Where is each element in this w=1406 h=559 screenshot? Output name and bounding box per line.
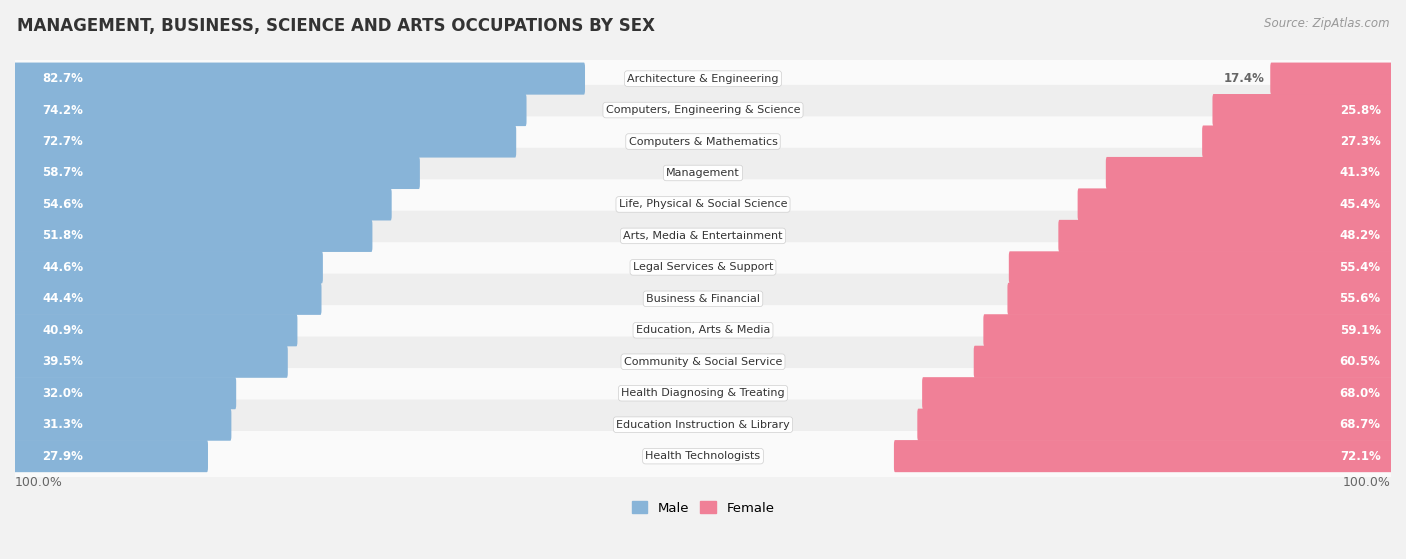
Text: Computers & Mathematics: Computers & Mathematics bbox=[628, 136, 778, 146]
Text: Legal Services & Support: Legal Services & Support bbox=[633, 262, 773, 272]
FancyBboxPatch shape bbox=[13, 431, 1393, 481]
Text: Arts, Media & Entertainment: Arts, Media & Entertainment bbox=[623, 231, 783, 241]
Text: 25.8%: 25.8% bbox=[1340, 103, 1381, 117]
Text: Life, Physical & Social Science: Life, Physical & Social Science bbox=[619, 200, 787, 210]
FancyBboxPatch shape bbox=[1107, 157, 1392, 189]
FancyBboxPatch shape bbox=[14, 345, 288, 378]
FancyBboxPatch shape bbox=[13, 400, 1393, 450]
Text: Education Instruction & Library: Education Instruction & Library bbox=[616, 420, 790, 430]
Text: 45.4%: 45.4% bbox=[1340, 198, 1381, 211]
FancyBboxPatch shape bbox=[13, 305, 1393, 356]
FancyBboxPatch shape bbox=[14, 220, 373, 252]
FancyBboxPatch shape bbox=[1077, 188, 1392, 220]
Text: 17.4%: 17.4% bbox=[1223, 72, 1264, 85]
FancyBboxPatch shape bbox=[14, 409, 232, 440]
FancyBboxPatch shape bbox=[13, 211, 1393, 261]
Text: 100.0%: 100.0% bbox=[15, 476, 63, 489]
Text: Computers, Engineering & Science: Computers, Engineering & Science bbox=[606, 105, 800, 115]
Text: 39.5%: 39.5% bbox=[42, 356, 83, 368]
Text: 32.0%: 32.0% bbox=[42, 387, 83, 400]
FancyBboxPatch shape bbox=[917, 409, 1392, 440]
Text: 59.1%: 59.1% bbox=[1340, 324, 1381, 337]
Text: 72.7%: 72.7% bbox=[42, 135, 83, 148]
Text: 72.1%: 72.1% bbox=[1340, 449, 1381, 463]
Text: 44.4%: 44.4% bbox=[42, 292, 83, 305]
Legend: Male, Female: Male, Female bbox=[626, 496, 780, 520]
FancyBboxPatch shape bbox=[922, 377, 1392, 409]
FancyBboxPatch shape bbox=[894, 440, 1392, 472]
FancyBboxPatch shape bbox=[13, 116, 1393, 167]
FancyBboxPatch shape bbox=[974, 345, 1392, 378]
FancyBboxPatch shape bbox=[14, 63, 585, 94]
FancyBboxPatch shape bbox=[14, 377, 236, 409]
Text: MANAGEMENT, BUSINESS, SCIENCE AND ARTS OCCUPATIONS BY SEX: MANAGEMENT, BUSINESS, SCIENCE AND ARTS O… bbox=[17, 17, 655, 35]
Text: Management: Management bbox=[666, 168, 740, 178]
FancyBboxPatch shape bbox=[13, 54, 1393, 104]
Text: 27.9%: 27.9% bbox=[42, 449, 83, 463]
FancyBboxPatch shape bbox=[13, 85, 1393, 135]
Text: 68.7%: 68.7% bbox=[1340, 418, 1381, 431]
Text: 48.2%: 48.2% bbox=[1340, 229, 1381, 243]
Text: 60.5%: 60.5% bbox=[1340, 356, 1381, 368]
FancyBboxPatch shape bbox=[1202, 125, 1392, 158]
FancyBboxPatch shape bbox=[1008, 283, 1392, 315]
FancyBboxPatch shape bbox=[14, 157, 420, 189]
FancyBboxPatch shape bbox=[1059, 220, 1392, 252]
Text: Business & Financial: Business & Financial bbox=[645, 294, 761, 304]
FancyBboxPatch shape bbox=[13, 179, 1393, 230]
FancyBboxPatch shape bbox=[14, 440, 208, 472]
FancyBboxPatch shape bbox=[14, 314, 298, 347]
FancyBboxPatch shape bbox=[1270, 63, 1392, 94]
Text: Community & Social Service: Community & Social Service bbox=[624, 357, 782, 367]
Text: 44.6%: 44.6% bbox=[42, 261, 83, 274]
FancyBboxPatch shape bbox=[1212, 94, 1392, 126]
FancyBboxPatch shape bbox=[14, 283, 322, 315]
FancyBboxPatch shape bbox=[983, 314, 1392, 347]
FancyBboxPatch shape bbox=[14, 94, 526, 126]
Text: 74.2%: 74.2% bbox=[42, 103, 83, 117]
FancyBboxPatch shape bbox=[14, 188, 392, 220]
FancyBboxPatch shape bbox=[13, 337, 1393, 387]
FancyBboxPatch shape bbox=[1010, 252, 1392, 283]
FancyBboxPatch shape bbox=[13, 274, 1393, 324]
FancyBboxPatch shape bbox=[13, 148, 1393, 198]
Text: 51.8%: 51.8% bbox=[42, 229, 83, 243]
Text: Education, Arts & Media: Education, Arts & Media bbox=[636, 325, 770, 335]
Text: 27.3%: 27.3% bbox=[1340, 135, 1381, 148]
Text: Health Diagnosing & Treating: Health Diagnosing & Treating bbox=[621, 388, 785, 398]
FancyBboxPatch shape bbox=[13, 242, 1393, 292]
Text: 55.6%: 55.6% bbox=[1340, 292, 1381, 305]
Text: 68.0%: 68.0% bbox=[1340, 387, 1381, 400]
Text: Architecture & Engineering: Architecture & Engineering bbox=[627, 74, 779, 84]
Text: 31.3%: 31.3% bbox=[42, 418, 83, 431]
Text: 58.7%: 58.7% bbox=[42, 167, 83, 179]
Text: 82.7%: 82.7% bbox=[42, 72, 83, 85]
Text: 55.4%: 55.4% bbox=[1340, 261, 1381, 274]
FancyBboxPatch shape bbox=[14, 252, 323, 283]
Text: Source: ZipAtlas.com: Source: ZipAtlas.com bbox=[1264, 17, 1389, 30]
FancyBboxPatch shape bbox=[14, 125, 516, 158]
Text: Health Technologists: Health Technologists bbox=[645, 451, 761, 461]
Text: 40.9%: 40.9% bbox=[42, 324, 83, 337]
FancyBboxPatch shape bbox=[13, 368, 1393, 418]
Text: 41.3%: 41.3% bbox=[1340, 167, 1381, 179]
Text: 100.0%: 100.0% bbox=[1343, 476, 1391, 489]
Text: 54.6%: 54.6% bbox=[42, 198, 83, 211]
